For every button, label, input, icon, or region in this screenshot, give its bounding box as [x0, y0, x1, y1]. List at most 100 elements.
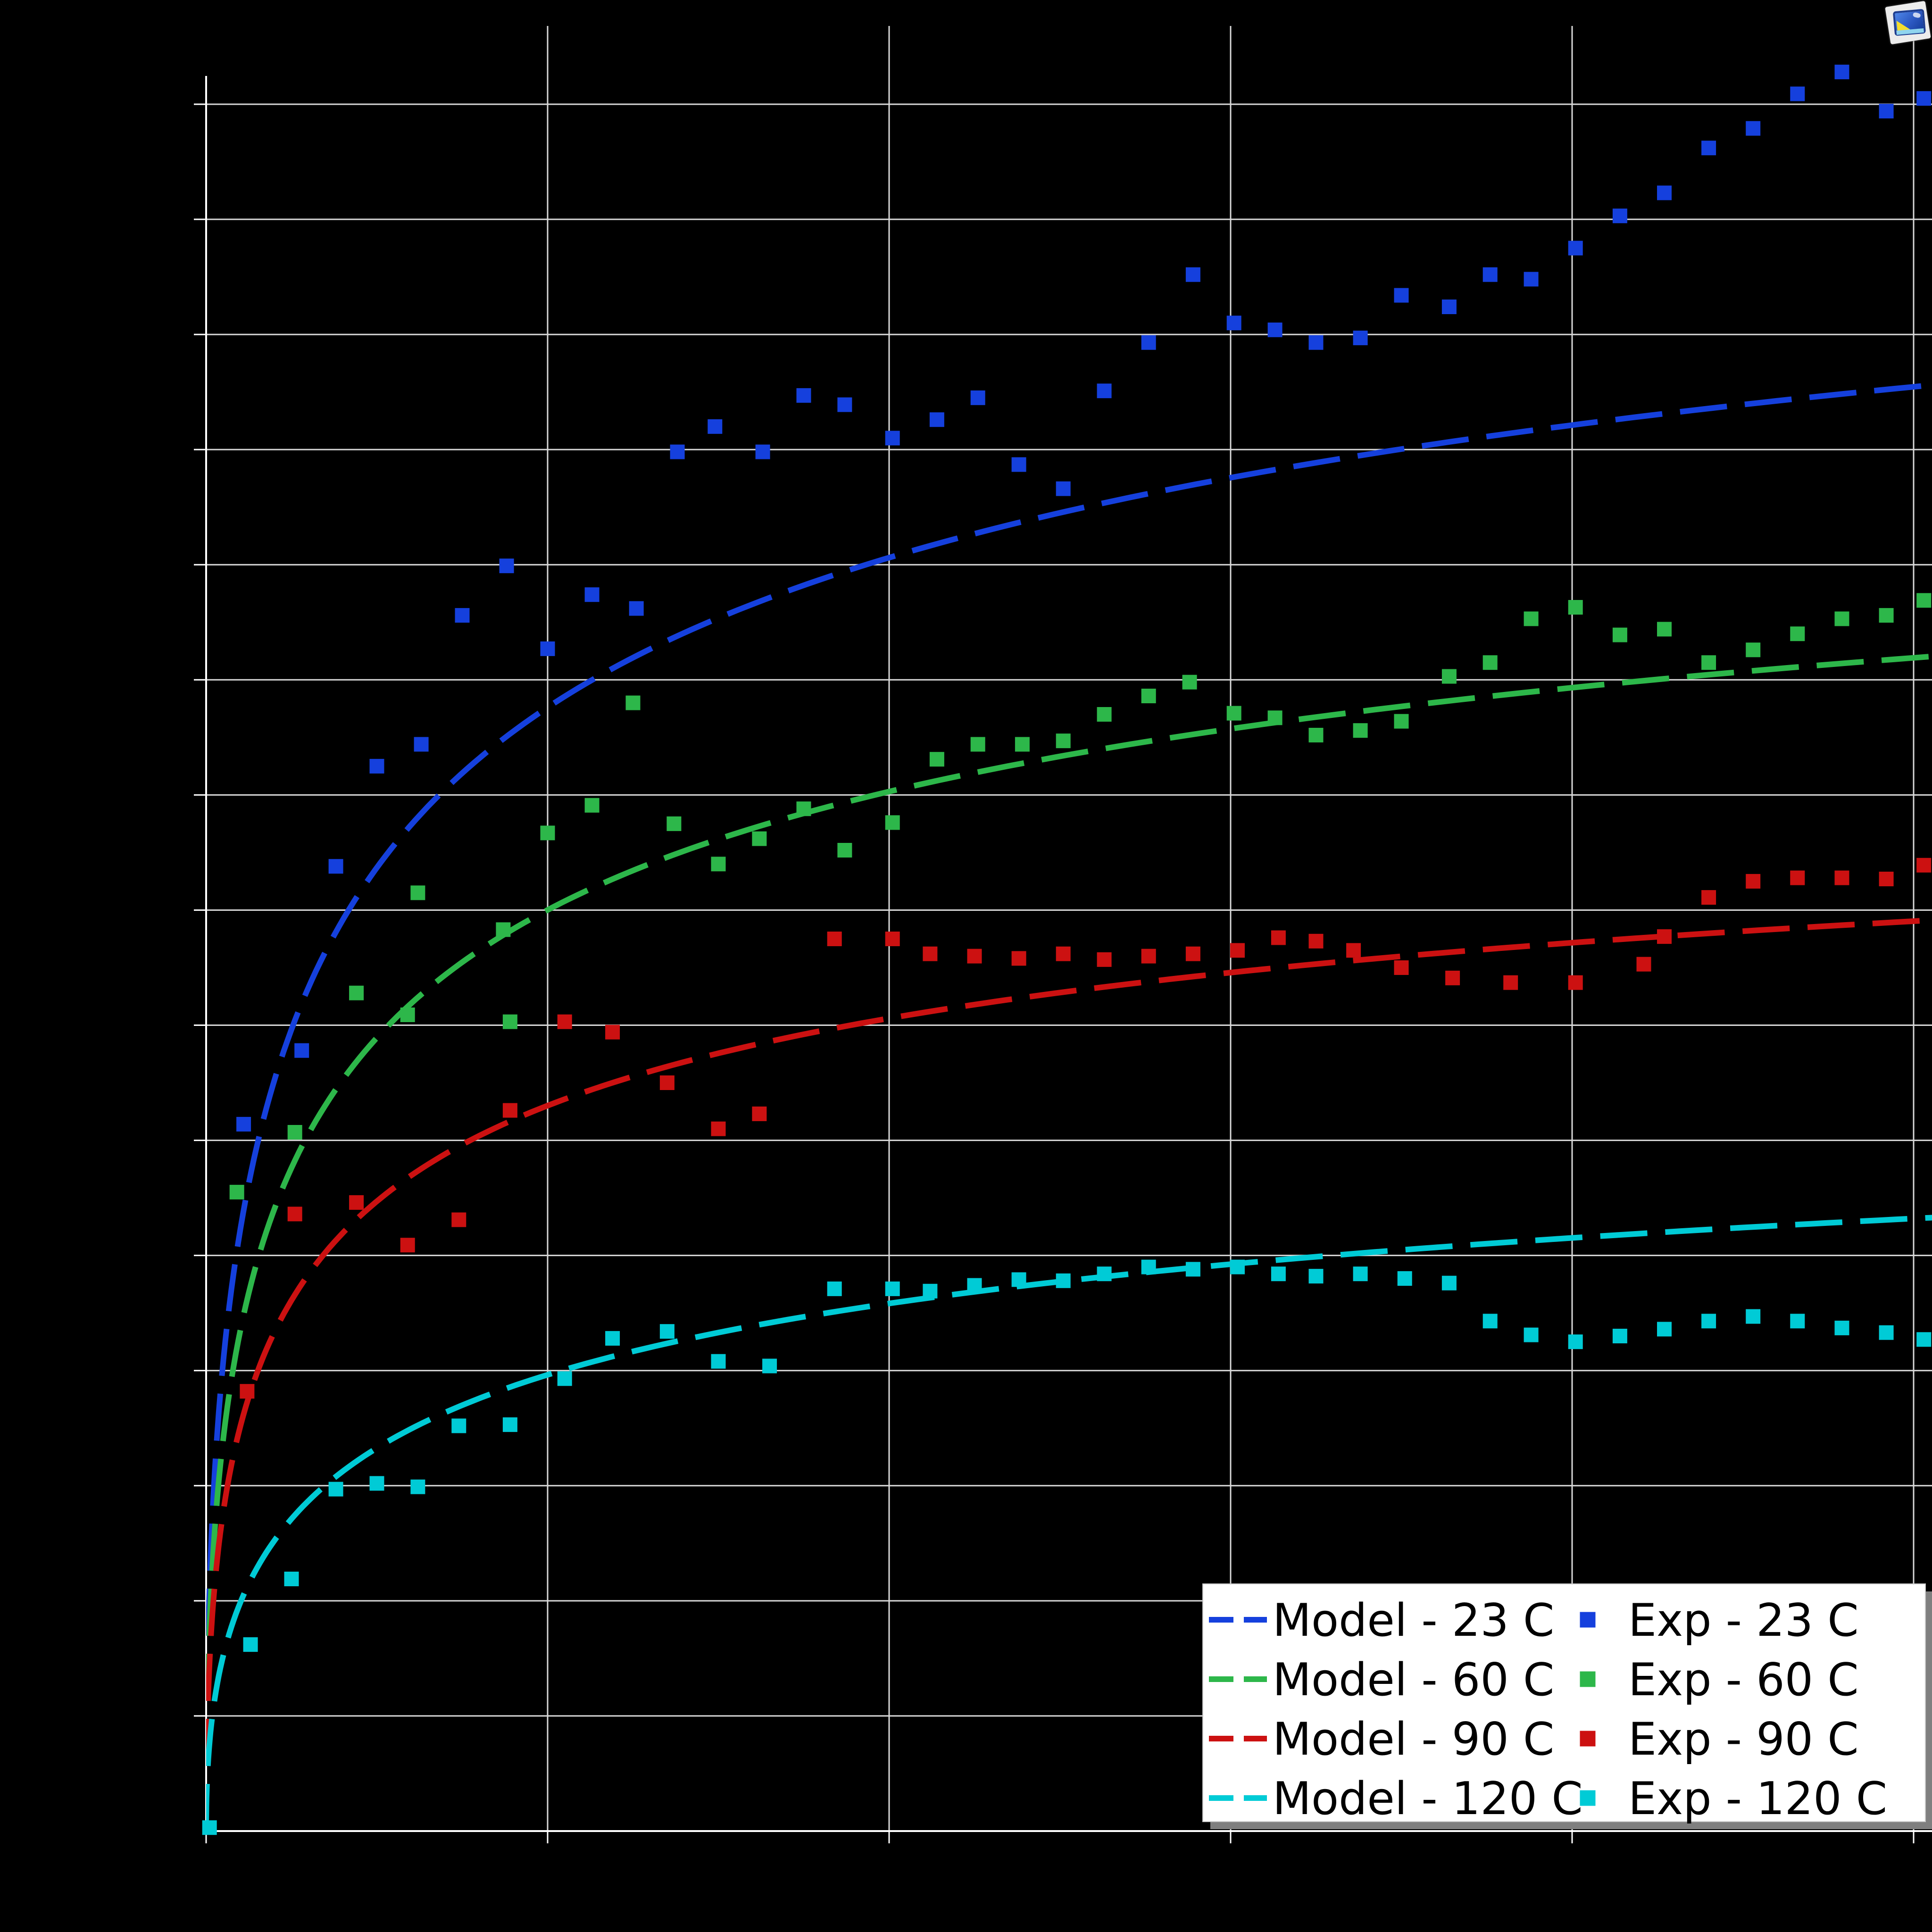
exp-point-23c — [1834, 65, 1849, 80]
exp-point-120c — [328, 1482, 343, 1497]
exp-point-60c — [1916, 593, 1932, 608]
exp-point-60c — [796, 801, 811, 816]
exp-point-90c — [923, 946, 938, 961]
exp-point-60c — [1834, 611, 1849, 626]
exp-point-120c — [284, 1572, 299, 1586]
exp-point-60c — [1568, 600, 1583, 615]
exp-point-23c — [455, 608, 470, 623]
exp-point-23c — [1701, 141, 1716, 156]
exp-point-60c — [1056, 733, 1071, 749]
model-curve-120c — [206, 1215, 1932, 1831]
exp-point-60c — [229, 1184, 244, 1199]
gridlines — [206, 26, 1932, 1831]
exp-point-23c — [1267, 322, 1282, 337]
exp-point-120c — [1308, 1269, 1324, 1284]
exp-point-120c — [1701, 1314, 1716, 1329]
exp-point-120c — [605, 1331, 620, 1346]
exp-point-60c — [1746, 642, 1761, 658]
exp-point-23c — [885, 431, 900, 446]
exp-point-23c — [1612, 208, 1627, 224]
exp-point-90c — [827, 932, 842, 946]
exp-point-23c — [1482, 267, 1498, 282]
exp-point-23c — [708, 419, 723, 434]
exp-point-23c — [629, 601, 644, 616]
exp-point-23c — [1524, 272, 1539, 287]
exp-point-60c — [885, 815, 900, 830]
exp-point-60c — [400, 1008, 415, 1022]
exp-point-90c — [1503, 975, 1518, 990]
exp-point-60c — [1790, 626, 1805, 641]
exp-point-120c — [923, 1283, 938, 1299]
exp-point-120c — [557, 1371, 572, 1386]
exp-point-60c — [929, 752, 944, 767]
exp-point-90c — [1056, 946, 1071, 961]
exp-point-90c — [1568, 975, 1583, 990]
exp-point-90c — [885, 932, 900, 946]
exp-point-60c — [502, 1014, 517, 1029]
exp-point-120c — [1568, 1334, 1583, 1349]
exp-point-23c — [1746, 121, 1761, 136]
exp-point-120c — [885, 1281, 900, 1296]
exp-point-120c — [762, 1358, 777, 1374]
legend-label-exp-90c: Exp - 90 C — [1628, 1714, 1859, 1765]
exp-point-120c — [369, 1476, 384, 1491]
exp-point-90c — [400, 1238, 415, 1253]
exp-point-90c — [1011, 951, 1026, 966]
exp-point-120c — [967, 1278, 982, 1293]
exp-point-23c — [540, 641, 555, 656]
exp-point-23c — [1916, 91, 1932, 106]
legend-label-exp-60c: Exp - 60 C — [1628, 1654, 1859, 1706]
exp-point-120c — [1271, 1266, 1286, 1282]
exp-point-60c — [1612, 627, 1627, 642]
exp-point-90c — [1790, 870, 1805, 885]
exp-point-23c — [1568, 241, 1583, 256]
exp-point-120c — [1657, 1322, 1672, 1337]
exp-point-60c — [1879, 608, 1894, 623]
exp-point-90c — [1657, 929, 1672, 944]
legend-marker-sample — [1580, 1671, 1596, 1687]
exp-point-120c — [1482, 1314, 1498, 1329]
model-curves — [206, 382, 1932, 1831]
exp-point-90c — [557, 1014, 572, 1029]
exp-point-90c — [1308, 933, 1324, 949]
exp-point-120c — [711, 1354, 726, 1369]
exp-point-60c — [287, 1125, 302, 1140]
exp-point-23c — [796, 388, 811, 403]
exp-point-120c — [1097, 1266, 1112, 1282]
exp-point-60c — [666, 816, 682, 831]
exp-point-90c — [1185, 946, 1200, 961]
exp-point-23c — [499, 558, 514, 574]
legend-label-exp-120c: Exp - 120 C — [1628, 1773, 1887, 1825]
exp-point-90c — [502, 1103, 517, 1118]
exp-point-120c — [1790, 1314, 1805, 1329]
exp-point-23c — [584, 587, 600, 602]
exp-point-120c — [1011, 1272, 1026, 1287]
exp-point-90c — [1230, 943, 1245, 958]
exp-point-60c — [1015, 737, 1030, 752]
exp-point-90c — [1636, 957, 1651, 972]
legend: Model - 23 C Model - 60 C Model - 90 C M… — [1202, 1583, 1932, 1829]
exp-point-120c — [202, 1820, 217, 1835]
exp-point-90c — [659, 1075, 675, 1090]
exp-point-90c — [1916, 858, 1932, 873]
exp-point-90c — [752, 1106, 767, 1121]
exp-point-90c — [1701, 890, 1716, 905]
exp-point-60c — [1657, 622, 1672, 637]
exp-point-90c — [1097, 952, 1112, 967]
exp-point-60c — [1353, 723, 1368, 738]
exp-point-90c — [1445, 970, 1460, 985]
exp-point-60c — [1308, 728, 1324, 742]
exp-point-60c — [1524, 611, 1539, 626]
model-curve-23c — [206, 382, 1932, 1831]
exp-point-90c — [1834, 870, 1849, 885]
exp-point-60c — [970, 737, 985, 752]
exp-point-60c — [1267, 710, 1282, 725]
media-viewer-app-icon[interactable] — [1885, 0, 1931, 45]
icon-glint — [1912, 12, 1921, 18]
legend-label-model-60c: Model - 60 C — [1273, 1654, 1554, 1706]
exp-point-120c — [1185, 1262, 1200, 1277]
exp-point-23c — [929, 412, 944, 427]
exp-point-90c — [349, 1195, 364, 1210]
exp-point-90c — [605, 1024, 620, 1040]
